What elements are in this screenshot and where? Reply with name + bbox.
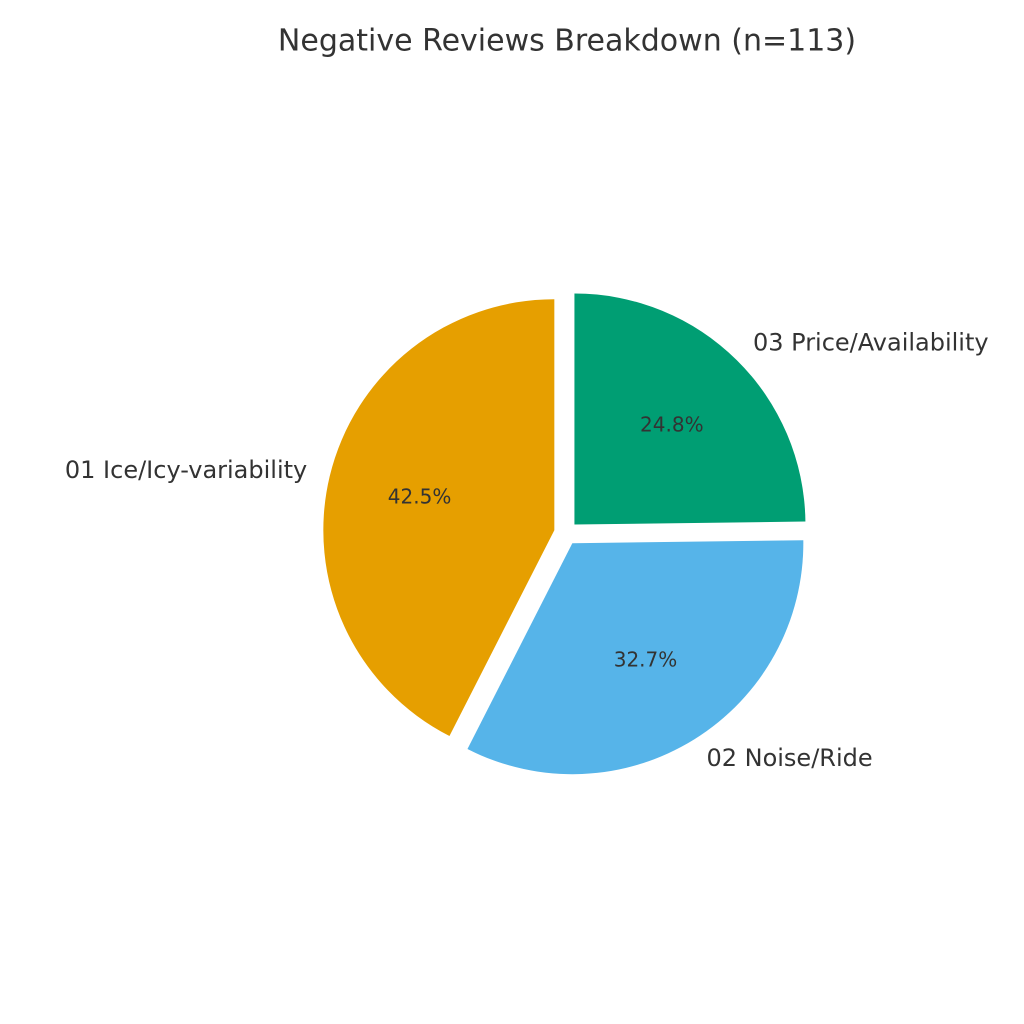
slice-label: 02 Noise/Ride — [706, 744, 872, 772]
pie-slice — [467, 540, 804, 775]
slice-percent: 32.7% — [614, 647, 678, 671]
slice-label: 01 Ice/Icy-variability — [65, 456, 307, 484]
slice-percent: 24.8% — [640, 412, 704, 436]
pie-slice — [323, 299, 555, 737]
chart-title: Negative Reviews Breakdown (n=113) — [278, 24, 856, 59]
pie-slice — [574, 293, 806, 525]
slice-label: 03 Price/Availability — [753, 329, 989, 357]
slice-percent: 42.5% — [388, 484, 452, 508]
